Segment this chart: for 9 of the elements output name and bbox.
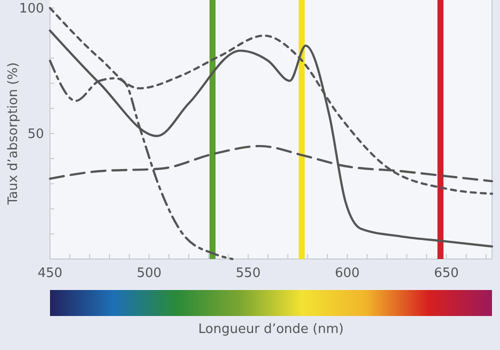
x-tick-label: 500 <box>136 266 162 281</box>
y-tick-label: 100 <box>19 2 44 17</box>
y-tick-label: 50 <box>27 127 44 142</box>
x-axis-title: Longueur d’onde (nm) <box>198 322 344 337</box>
y-axis-title: Taux d’absorption (%) <box>6 62 21 206</box>
x-tick-label: 550 <box>236 266 261 281</box>
x-tick-label: 650 <box>434 266 459 281</box>
x-tick-label: 600 <box>334 266 360 281</box>
x-tick-label: 450 <box>38 266 62 281</box>
